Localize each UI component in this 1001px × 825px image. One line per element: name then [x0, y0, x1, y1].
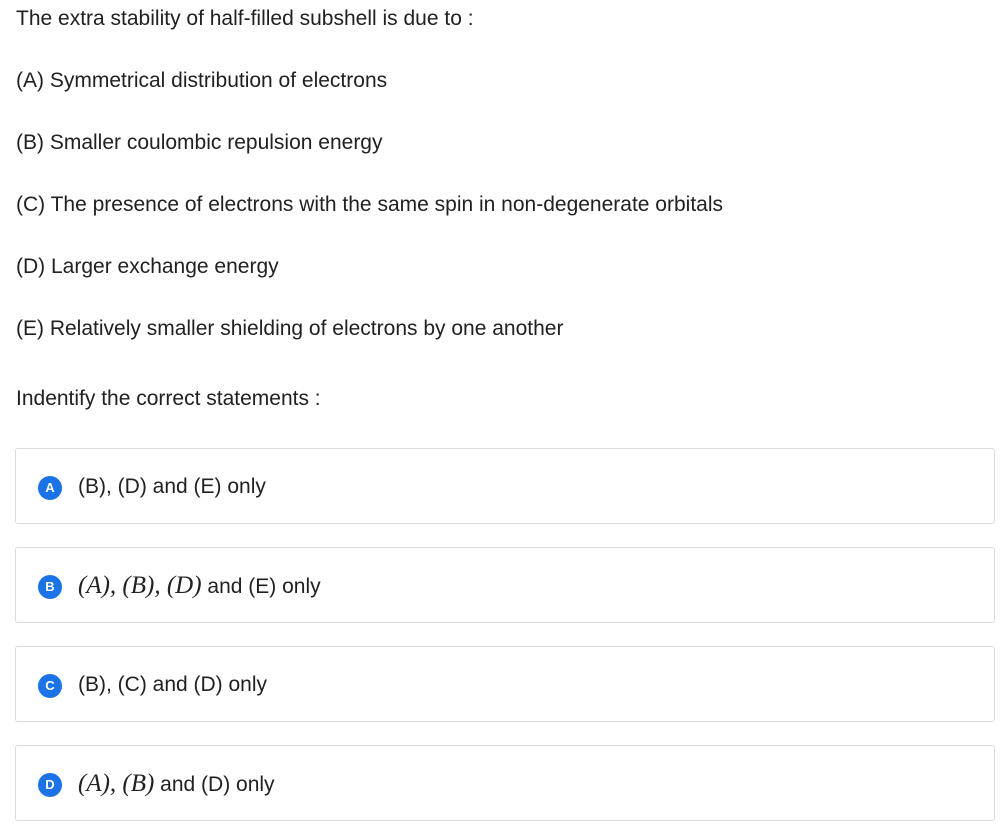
statement-d: (D) Larger exchange energy: [16, 255, 279, 278]
option-b-rest: and (E) only: [201, 575, 321, 598]
option-b-badge: B: [38, 575, 62, 599]
option-a[interactable]: A (B), (D) and (E) only: [15, 448, 995, 524]
option-d-rest: and (D) only: [154, 773, 275, 796]
option-d[interactable]: D (A), (B) and (D) only: [15, 745, 995, 821]
option-d-math: (A), (B): [78, 770, 155, 797]
statement-e: (E) Relatively smaller shielding of elec…: [16, 317, 564, 340]
option-a-text: (B), (D) and (E) only: [78, 475, 266, 498]
option-c-text: (B), (C) and (D) only: [78, 673, 268, 696]
option-b-math: (A), (B), (D): [78, 572, 202, 599]
statement-b: (B) Smaller coulombic repulsion energy: [16, 131, 383, 154]
option-a-badge: A: [38, 476, 62, 500]
statement-a: (A) Symmetrical distribution of electron…: [16, 69, 388, 92]
option-b-text: (A), (B), (D) and (E) only: [78, 572, 321, 601]
option-d-text: (A), (B) and (D) only: [78, 770, 275, 799]
option-c[interactable]: C (B), (C) and (D) only: [15, 646, 995, 722]
option-d-badge: D: [38, 773, 62, 797]
question-stem: The extra stability of half-filled subsh…: [16, 7, 474, 30]
option-c-badge: C: [38, 674, 62, 698]
question-prompt: Indentify the correct statements :: [16, 387, 321, 410]
option-b[interactable]: B (A), (B), (D) and (E) only: [15, 547, 995, 623]
statement-c: (C) The presence of electrons with the s…: [16, 193, 723, 216]
